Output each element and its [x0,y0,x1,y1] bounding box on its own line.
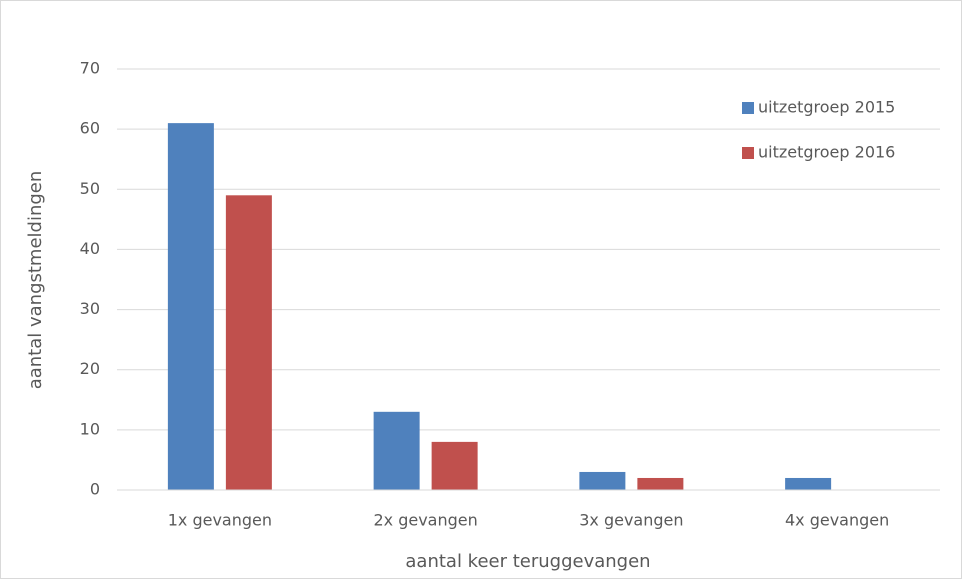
y-axis-title: aantal vangstmeldingen [25,171,46,390]
x-tick-label: 2x gevangen [373,511,477,530]
legend-label: uitzetgroep 2015 [758,98,895,117]
bar [785,477,832,490]
bar [431,441,478,490]
legend-label: uitzetgroep 2016 [758,143,895,162]
y-tick-label: 10 [80,419,100,438]
x-axis-title: aantal keer teruggevangen [405,551,650,572]
x-tick-label: 3x gevangen [579,511,683,530]
bar [225,195,272,491]
legend-swatch [742,147,754,159]
bar [167,123,214,490]
bar [637,477,684,490]
x-tick-label: 4x gevangen [785,511,889,530]
y-tick-label: 50 [80,179,100,198]
bar [579,471,626,490]
bar [373,411,420,490]
y-tick-label: 30 [80,299,100,318]
legend-swatch [742,102,754,114]
y-tick-label: 0 [90,480,100,499]
y-tick-label: 20 [80,359,100,378]
y-tick-label: 60 [80,119,100,138]
y-tick-label: 70 [80,59,100,78]
y-tick-label: 40 [80,239,100,258]
x-tick-label: 1x gevangen [168,511,272,530]
